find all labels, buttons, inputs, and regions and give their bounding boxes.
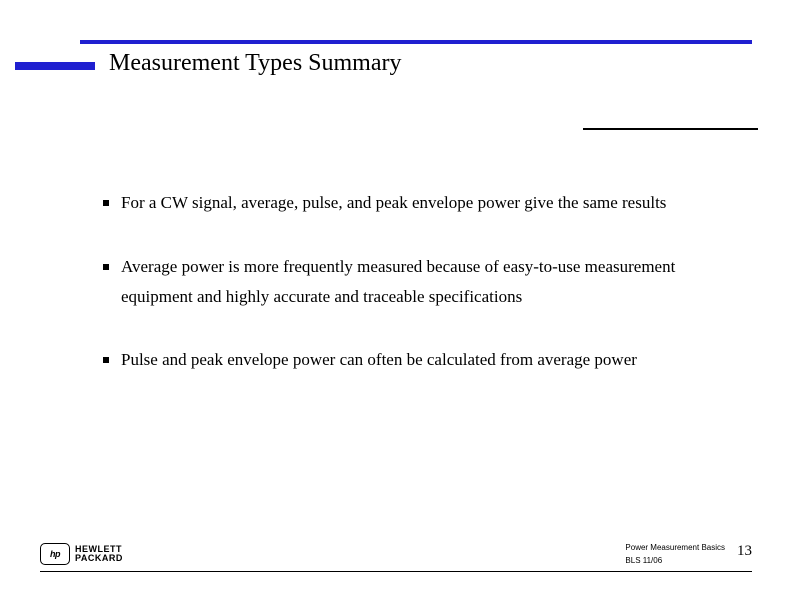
bullet-item: Pulse and peak envelope power can often … xyxy=(103,345,732,375)
bullet-icon xyxy=(103,200,109,206)
footer-course: Power Measurement Basics xyxy=(625,543,725,552)
hp-logo: hp HEWLETT PACKARD xyxy=(40,543,123,565)
page-number: 13 xyxy=(737,543,752,560)
title-accent-bar xyxy=(15,62,95,70)
hp-line2: PACKARD xyxy=(75,554,123,563)
content-area: For a CW signal, average, pulse, and pea… xyxy=(103,188,732,409)
footer-text: Power Measurement Basics BLS 11/06 xyxy=(625,543,725,565)
bullet-text: Average power is more frequently measure… xyxy=(121,252,732,312)
bullet-icon xyxy=(103,264,109,270)
hp-badge-icon: hp xyxy=(40,543,70,565)
footer-ref: BLS 11/06 xyxy=(625,556,725,565)
hp-logo-text: HEWLETT PACKARD xyxy=(75,545,123,563)
slide-title: Measurement Types Summary xyxy=(109,50,402,77)
footer: Power Measurement Basics BLS 11/06 13 xyxy=(625,543,752,565)
short-rule xyxy=(583,128,758,130)
bullet-item: Average power is more frequently measure… xyxy=(103,252,732,312)
top-rule xyxy=(80,40,752,44)
bullet-icon xyxy=(103,357,109,363)
bullet-text: Pulse and peak envelope power can often … xyxy=(121,345,732,375)
bottom-rule xyxy=(40,571,752,572)
bullet-item: For a CW signal, average, pulse, and pea… xyxy=(103,188,732,218)
bullet-text: For a CW signal, average, pulse, and pea… xyxy=(121,188,732,218)
